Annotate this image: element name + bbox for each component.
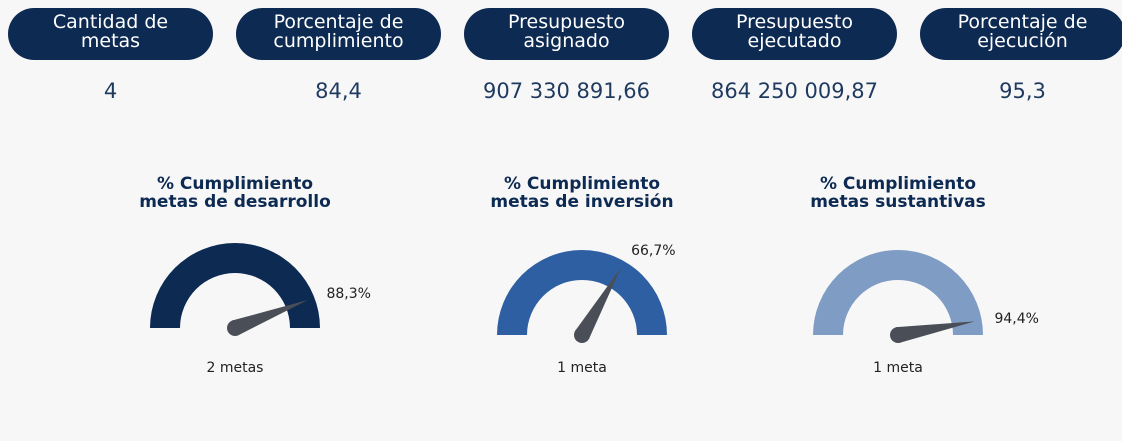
kpi-label: metas [81, 30, 140, 52]
gauge-value-label: 66,7% [631, 243, 675, 259]
gauge-footer: 1 meta [873, 360, 923, 376]
gauge-arc [813, 250, 983, 335]
gauge-hub [890, 327, 906, 343]
gauge-hub [227, 320, 243, 336]
kpi-pill [236, 8, 441, 60]
gauge-needle [896, 321, 975, 343]
kpi-pill [8, 8, 213, 60]
kpi-label: Presupuesto [736, 11, 853, 33]
gauge-title: metas de inversión [490, 192, 673, 212]
gauge-title: % Cumplimiento [504, 174, 660, 194]
kpi-pill [692, 8, 897, 60]
gauge-value-label: 94,4% [994, 311, 1038, 327]
kpi-pill [920, 8, 1122, 60]
kpi-label: ejecutado [748, 30, 842, 52]
kpi-label: Cantidad de [53, 11, 168, 33]
gauge-title: metas sustantivas [810, 192, 986, 212]
kpi-label: Presupuesto [508, 11, 625, 33]
gauge-arc [497, 250, 667, 335]
gauge-title: % Cumplimiento [820, 174, 976, 194]
gauge-arc [150, 243, 320, 328]
kpi-value: 95,3 [999, 79, 1046, 103]
gauge-needle [232, 299, 308, 336]
kpi-label: Porcentaje de [958, 11, 1088, 33]
gauge-needle [575, 267, 622, 340]
kpi-label: ejecución [977, 30, 1068, 52]
kpi-label: cumplimiento [273, 30, 403, 52]
gauge-value-label: 88,3% [326, 286, 370, 302]
kpi-value: 4 [104, 79, 117, 103]
gauge-footer: 1 meta [557, 360, 607, 376]
kpi-value: 84,4 [315, 79, 362, 103]
gauge-title: metas de desarrollo [139, 192, 331, 212]
kpi-value: 864 250 009,87 [711, 79, 878, 103]
kpi-label: Porcentaje de [274, 11, 404, 33]
kpi-pill [464, 8, 669, 60]
gauge-title: % Cumplimiento [157, 174, 313, 194]
kpi-value: 907 330 891,66 [483, 79, 650, 103]
gauge-footer: 2 metas [207, 360, 264, 376]
kpi-label: asignado [523, 30, 609, 52]
gauge-hub [574, 327, 590, 343]
